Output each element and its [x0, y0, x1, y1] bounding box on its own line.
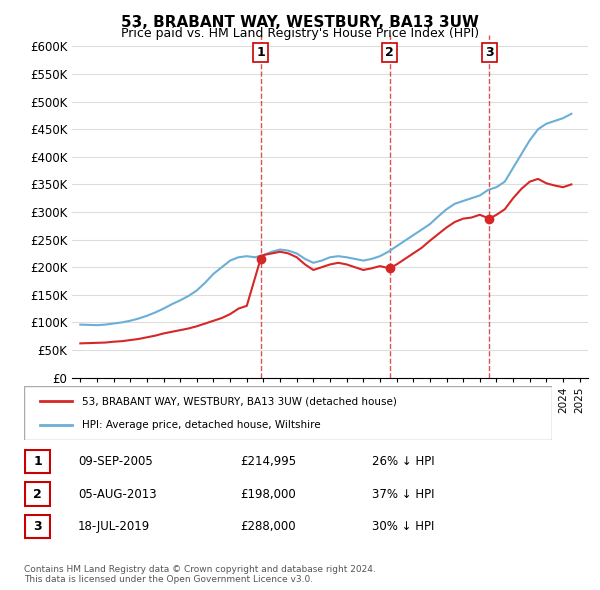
- Text: £288,000: £288,000: [240, 520, 296, 533]
- FancyBboxPatch shape: [25, 515, 50, 538]
- Text: 05-AUG-2013: 05-AUG-2013: [78, 487, 157, 501]
- Text: HPI: Average price, detached house, Wiltshire: HPI: Average price, detached house, Wilt…: [82, 419, 321, 430]
- Text: 1: 1: [256, 45, 265, 58]
- FancyBboxPatch shape: [25, 483, 50, 506]
- Text: 26% ↓ HPI: 26% ↓ HPI: [372, 455, 434, 468]
- Text: £214,995: £214,995: [240, 455, 296, 468]
- Text: 1: 1: [33, 455, 42, 468]
- FancyBboxPatch shape: [24, 386, 552, 440]
- Text: 53, BRABANT WAY, WESTBURY, BA13 3UW: 53, BRABANT WAY, WESTBURY, BA13 3UW: [121, 15, 479, 30]
- Text: 3: 3: [33, 520, 42, 533]
- Text: £198,000: £198,000: [240, 487, 296, 501]
- Text: 30% ↓ HPI: 30% ↓ HPI: [372, 520, 434, 533]
- Text: 2: 2: [385, 45, 394, 58]
- Text: 37% ↓ HPI: 37% ↓ HPI: [372, 487, 434, 501]
- Text: 09-SEP-2005: 09-SEP-2005: [78, 455, 153, 468]
- Text: 2: 2: [33, 487, 42, 501]
- FancyBboxPatch shape: [25, 450, 50, 473]
- Text: Price paid vs. HM Land Registry's House Price Index (HPI): Price paid vs. HM Land Registry's House …: [121, 27, 479, 40]
- Text: 18-JUL-2019: 18-JUL-2019: [78, 520, 150, 533]
- Text: 3: 3: [485, 45, 494, 58]
- Text: Contains HM Land Registry data © Crown copyright and database right 2024.
This d: Contains HM Land Registry data © Crown c…: [24, 565, 376, 584]
- Text: 53, BRABANT WAY, WESTBURY, BA13 3UW (detached house): 53, BRABANT WAY, WESTBURY, BA13 3UW (det…: [82, 396, 397, 407]
